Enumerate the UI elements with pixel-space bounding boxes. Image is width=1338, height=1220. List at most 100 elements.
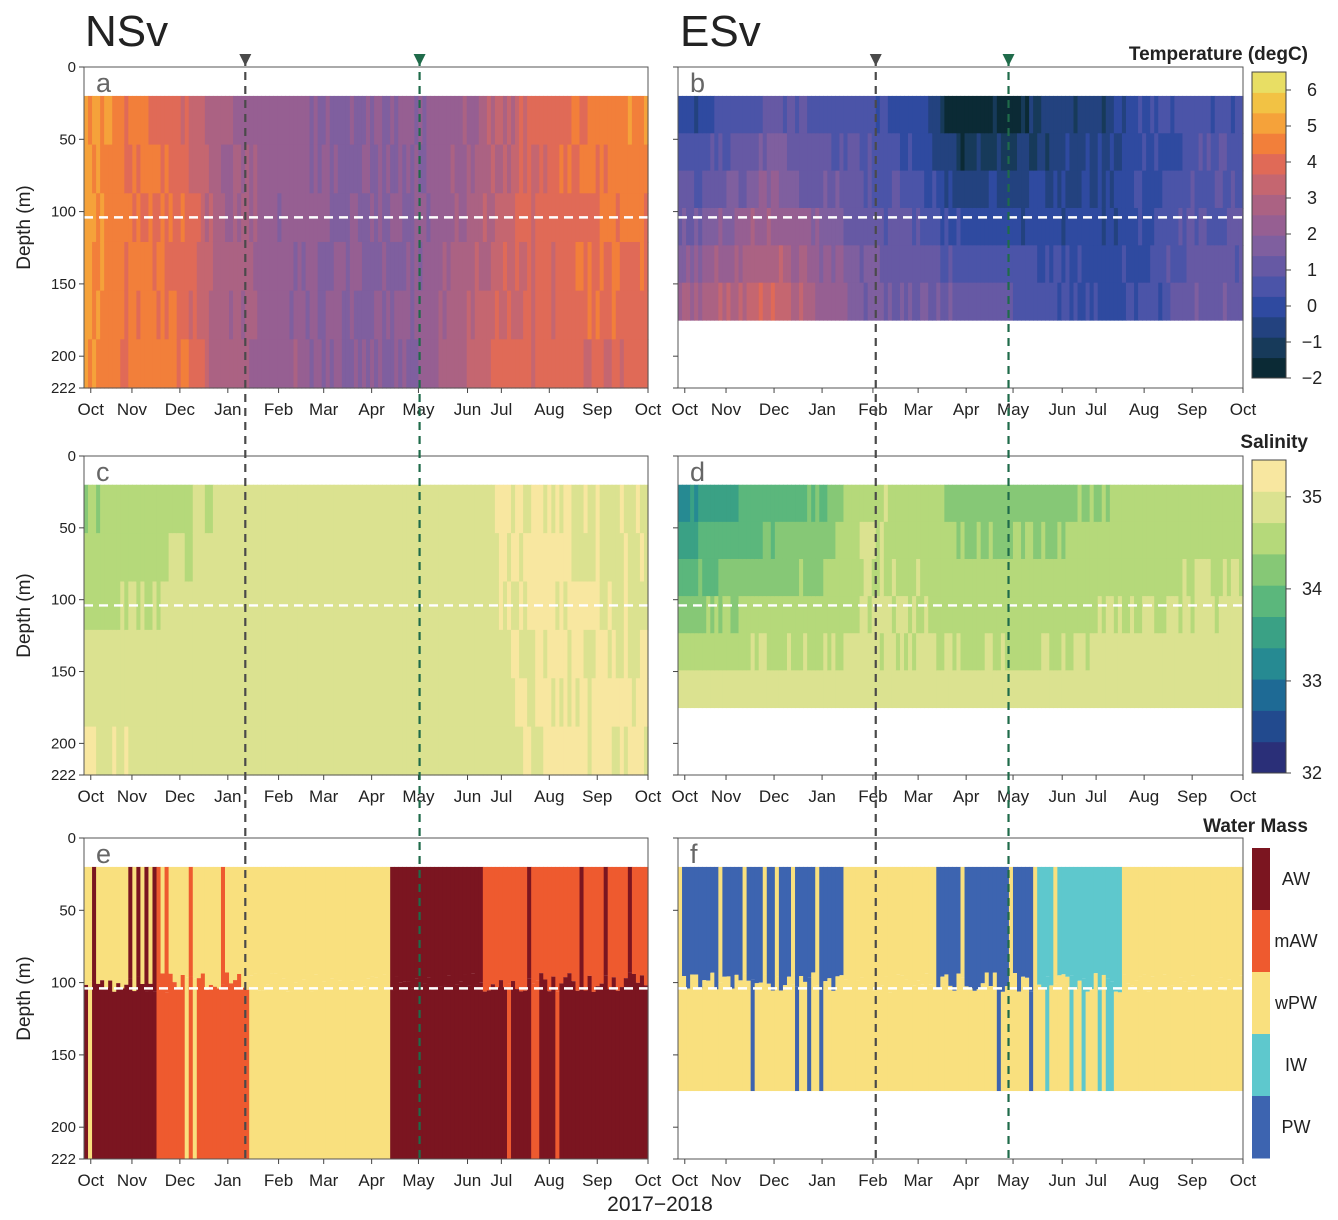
heat-cell bbox=[770, 133, 776, 172]
heat-cell bbox=[136, 726, 141, 776]
heat-cell bbox=[498, 339, 504, 389]
heat-cell bbox=[1069, 596, 1075, 634]
heat-cell bbox=[891, 989, 897, 1092]
heat-cell bbox=[835, 133, 841, 172]
heat-cell bbox=[124, 581, 129, 631]
heat-cell bbox=[1125, 484, 1131, 523]
heat-cell bbox=[827, 596, 832, 634]
heat-cell bbox=[353, 95, 359, 146]
heat-cell bbox=[928, 866, 933, 985]
heat-cell bbox=[855, 633, 861, 671]
heat-cell bbox=[722, 282, 728, 321]
heat-cell bbox=[1057, 521, 1062, 560]
heat-cell bbox=[1053, 866, 1058, 984]
heat-cell bbox=[152, 629, 158, 679]
heat-cell bbox=[418, 678, 423, 728]
heat-cell bbox=[1190, 95, 1196, 134]
heat-cell bbox=[694, 484, 699, 523]
heat-cell bbox=[486, 629, 492, 679]
heat-cell bbox=[1037, 558, 1042, 597]
heat-cell bbox=[623, 241, 629, 292]
heat-cell bbox=[281, 144, 287, 194]
heat-cell bbox=[208, 533, 214, 583]
heat-cell bbox=[1000, 207, 1006, 246]
heat-cell bbox=[1057, 484, 1062, 523]
heat-cell bbox=[579, 629, 585, 679]
heat-cell bbox=[281, 290, 287, 340]
heat-cell bbox=[156, 629, 162, 679]
heat-cell bbox=[84, 984, 89, 1159]
colorbar-tick-label: 34 bbox=[1302, 579, 1322, 599]
heat-cell bbox=[253, 533, 258, 583]
heat-cell bbox=[702, 670, 707, 709]
heat-cell bbox=[587, 726, 593, 776]
heat-cell bbox=[176, 144, 182, 194]
heat-cell bbox=[482, 144, 488, 194]
heat-cell bbox=[726, 670, 732, 709]
heat-cell bbox=[301, 95, 307, 146]
heat-cell bbox=[1113, 991, 1119, 1092]
heat-cell bbox=[398, 339, 403, 389]
month-tick-label: May bbox=[402, 787, 435, 806]
month-tick-label: Feb bbox=[858, 400, 887, 419]
heat-cell bbox=[924, 245, 929, 284]
heat-cell bbox=[1174, 986, 1180, 1092]
heat-cell bbox=[1206, 170, 1212, 209]
heat-cell bbox=[466, 678, 472, 728]
heat-cell bbox=[988, 633, 994, 671]
heat-cell bbox=[795, 207, 800, 246]
heat-cell bbox=[1109, 95, 1115, 134]
heat-cell bbox=[631, 193, 637, 243]
heat-cell bbox=[1198, 170, 1204, 209]
heat-cell bbox=[871, 282, 877, 321]
heat-cell bbox=[1093, 207, 1099, 246]
heat-cell bbox=[208, 95, 214, 146]
heat-cell bbox=[863, 521, 869, 560]
heat-cell bbox=[964, 207, 970, 246]
heat-cell bbox=[960, 170, 966, 209]
heat-cell bbox=[619, 339, 625, 389]
heat-cell bbox=[357, 241, 363, 292]
heat-cell bbox=[1202, 990, 1208, 1092]
heat-cell bbox=[454, 484, 460, 534]
heat-cell bbox=[1170, 985, 1175, 1092]
heat-cell bbox=[1017, 95, 1022, 134]
heat-cell bbox=[1226, 866, 1232, 980]
heat-cell bbox=[394, 533, 399, 583]
heat-cell bbox=[887, 596, 893, 634]
heat-cell bbox=[241, 339, 246, 389]
heat-cell bbox=[916, 484, 921, 523]
heat-cell bbox=[686, 633, 691, 671]
heat-cell bbox=[378, 484, 383, 534]
month-tick-label: Apr bbox=[358, 787, 385, 806]
heat-cell bbox=[410, 484, 415, 534]
heat-cell bbox=[782, 207, 788, 246]
heat-cell bbox=[152, 533, 158, 583]
heat-cell bbox=[883, 207, 889, 246]
heat-cell bbox=[212, 241, 218, 292]
heat-cell bbox=[92, 726, 97, 776]
heat-cell bbox=[791, 207, 796, 246]
month-tick-label: Feb bbox=[858, 787, 887, 806]
heat-cell bbox=[891, 133, 897, 172]
heat-cell bbox=[807, 282, 812, 321]
heat-cell bbox=[690, 558, 695, 597]
heat-cell bbox=[706, 521, 711, 560]
heat-cell bbox=[795, 670, 800, 709]
heat-cell bbox=[1158, 991, 1163, 1092]
heat-cell bbox=[547, 866, 552, 992]
month-tick-label: Dec bbox=[759, 787, 790, 806]
heat-cell bbox=[960, 521, 966, 560]
heat-cell bbox=[904, 245, 909, 284]
heat-cell bbox=[148, 533, 154, 583]
heat-cell bbox=[462, 533, 468, 583]
heat-cell bbox=[774, 633, 780, 671]
heat-cell bbox=[567, 290, 573, 340]
heat-cell bbox=[1154, 95, 1159, 134]
month-tick-label: Oct bbox=[672, 1171, 699, 1190]
heat-cell bbox=[124, 866, 129, 985]
heat-cell bbox=[1150, 558, 1155, 597]
heat-cell bbox=[531, 533, 536, 583]
heat-cell bbox=[1238, 521, 1244, 560]
heat-cell bbox=[1041, 282, 1046, 321]
